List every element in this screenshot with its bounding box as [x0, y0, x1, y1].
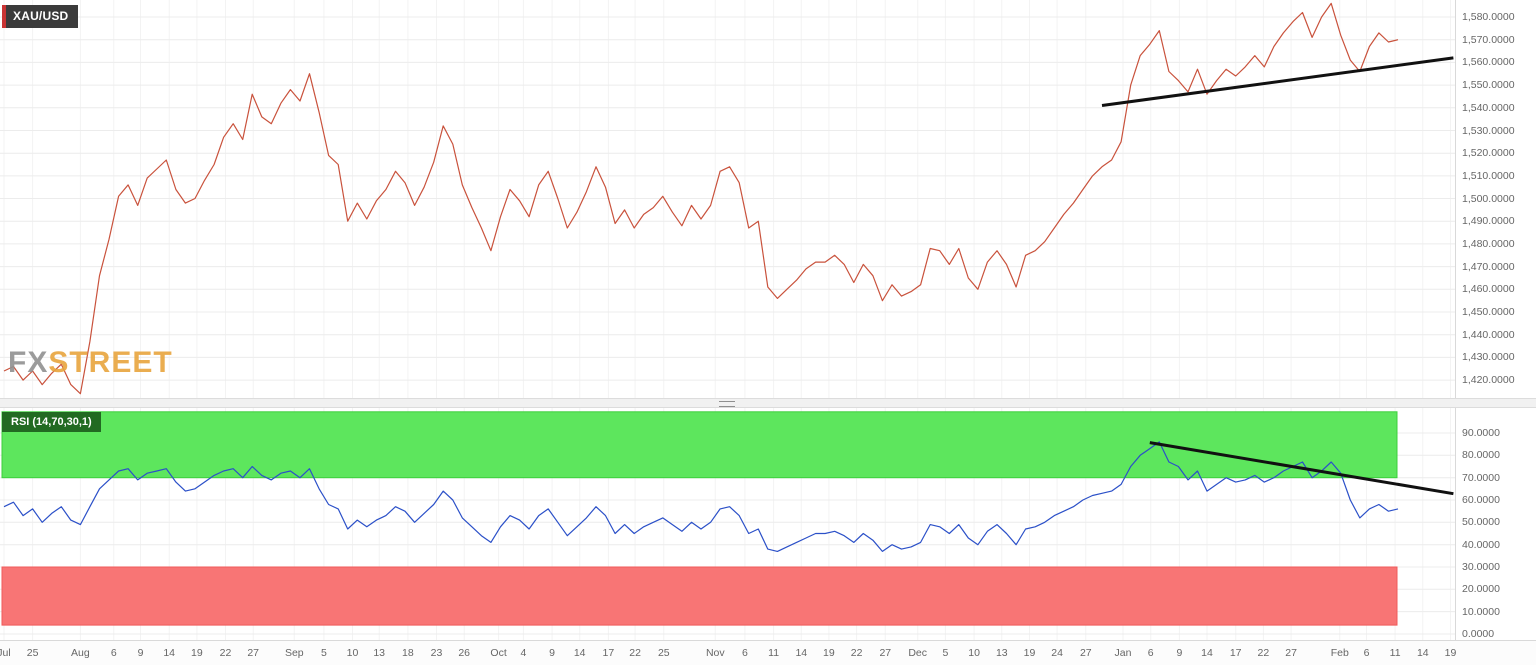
x-axis-tick-label: 9 — [549, 647, 556, 659]
y-axis-tick-label: 60.0000 — [1462, 494, 1500, 506]
y-axis-tick-label: 10.0000 — [1462, 605, 1500, 618]
x-axis-tick-label: 17 — [602, 647, 615, 659]
oversold-zone — [1, 566, 1398, 626]
rsi-line — [3, 441, 1399, 552]
x-axis-tick-label: 27 — [1079, 647, 1092, 659]
x-axis-tick-label: 17 — [1229, 647, 1242, 659]
y-axis-tick-label: 50.0000 — [1462, 516, 1500, 529]
x-axis-tick-label: Sep — [284, 647, 304, 659]
fxstreet-watermark: FXSTREET — [8, 346, 173, 380]
y-axis-tick-label: 1,490.0000 — [1462, 215, 1515, 228]
y-axis-tick-label: 80.0000 — [1462, 449, 1500, 462]
y-axis-tick-label: 1,580.0000 — [1462, 11, 1515, 23]
x-axis-tick-label: 9 — [1176, 647, 1183, 659]
x-axis-tick-label: 14 — [795, 647, 808, 659]
rsi-panel: 90.0000 80.0000 70.0000 60.0000 50.0000 40.00… — [0, 408, 1536, 640]
rsi-y-axis[interactable]: 90.0000 80.0000 70.0000 60.0000 50.0000 40.00… — [1455, 408, 1536, 640]
x-axis-tick-label: 4 — [520, 647, 527, 659]
y-axis-tick-label: 1,530.0000 — [1462, 124, 1515, 137]
x-axis-tick-label: 9 — [137, 647, 144, 659]
y-axis-tick-label: 30.0000 — [1462, 561, 1500, 573]
y-axis-tick-label: 1,510.0000 — [1462, 169, 1515, 182]
x-axis-tick-label: 14 — [573, 647, 586, 659]
symbol-badge: XAU/USD — [2, 5, 79, 28]
y-axis-tick-label: 0.0000 — [1462, 628, 1495, 640]
x-axis-tick-label: 13 — [373, 647, 386, 659]
x-axis-tick-label: 19 — [1444, 647, 1457, 659]
y-axis-tick-label: 90.0000 — [1462, 427, 1500, 439]
y-axis-tick-label: 1,480.0000 — [1462, 237, 1515, 250]
x-axis-tick-label: 13 — [995, 647, 1008, 659]
rsi-indicator-label: RSI (14,70,30,1) — [11, 416, 92, 428]
x-axis-tick-label: 11 — [768, 647, 780, 659]
divider-drag-handle[interactable] — [719, 401, 735, 407]
x-axis-tick-label: 6 — [110, 647, 117, 659]
panel-divider — [0, 398, 1536, 408]
x-axis-tick-label: 27 — [247, 647, 260, 659]
x-axis-tick-label: 6 — [741, 647, 748, 659]
x-axis-tick-label: 18 — [402, 647, 414, 659]
price-panel: 1,580.0000 1,570.0000 1,560.0000 1,550.0000… — [0, 0, 1536, 398]
x-axis-tick-label: Oct — [490, 647, 507, 659]
watermark-street-text: STREET — [48, 346, 173, 379]
price-y-axis[interactable]: 1,580.0000 1,570.0000 1,560.0000 1,550.0000… — [1455, 0, 1536, 398]
x-axis-tick-label: 27 — [1285, 647, 1297, 659]
y-axis-tick-label: 1,460.0000 — [1462, 283, 1515, 296]
x-axis-tick-label: 11 — [1389, 647, 1401, 659]
x-axis-tick-label: 5 — [942, 647, 949, 659]
y-axis-tick-label: 1,500.0000 — [1462, 192, 1515, 205]
y-axis-tick-label: 1,440.0000 — [1462, 328, 1515, 341]
x-axis-tick-label: Nov — [705, 647, 725, 659]
x-axis-tick-label: 19 — [1023, 647, 1036, 659]
x-axis-tick-label: Feb — [1330, 647, 1349, 659]
rsi-indicator-badge[interactable]: RSI (14,70,30,1) — [2, 412, 101, 432]
time-axis[interactable]: Jul 25 Aug 6 9 14 19 22 27 Sep 5 10 13 18 23 26 Oct 4 9 14 1… — [0, 640, 1536, 665]
y-axis-tick-label: 1,420.0000 — [1462, 374, 1515, 387]
y-axis-tick-label: 1,450.0000 — [1462, 306, 1515, 318]
x-axis-tick-label: 6 — [1363, 647, 1370, 659]
x-axis-tick-label: 22 — [219, 647, 232, 659]
overbought-zone — [1, 411, 1398, 479]
x-axis-tick-label: 24 — [1051, 647, 1063, 659]
y-axis-tick-label: 1,430.0000 — [1462, 351, 1515, 364]
x-axis-tick-label: Jul — [0, 647, 11, 659]
y-axis-tick-label: 1,550.0000 — [1462, 79, 1515, 92]
x-axis-tick-label: 22 — [1257, 647, 1270, 659]
x-axis-tick-label: 25 — [657, 647, 670, 659]
x-axis-tick-label: Jan — [1114, 647, 1132, 659]
x-axis-tick-label: 6 — [1147, 647, 1154, 659]
x-axis-tick-label: 23 — [430, 647, 443, 659]
y-axis-tick-label: 1,560.0000 — [1462, 56, 1515, 69]
descending-rsi-trendline — [1149, 441, 1454, 496]
price-plot[interactable] — [0, 0, 1455, 398]
ascending-support-trendline — [1101, 56, 1454, 107]
x-axis-tick-label: 10 — [346, 647, 359, 659]
x-axis-tick-label: 19 — [191, 647, 203, 659]
x-axis-tick-label: Aug — [71, 647, 90, 659]
y-axis-tick-label: 20.0000 — [1462, 583, 1500, 596]
y-axis-tick-label: 1,520.0000 — [1462, 147, 1515, 160]
x-axis-tick-label: 10 — [968, 647, 980, 659]
x-axis-tick-label: 14 — [163, 647, 176, 659]
x-axis-tick-label: 25 — [26, 647, 39, 659]
x-axis-tick-label: 22 — [629, 647, 641, 659]
y-axis-tick-label: 1,470.0000 — [1462, 260, 1515, 273]
x-axis-tick-label: 5 — [320, 647, 327, 659]
x-axis-tick-label: 22 — [850, 647, 863, 659]
y-axis-tick-label: 70.0000 — [1462, 471, 1500, 484]
y-axis-tick-label: 40.0000 — [1462, 538, 1500, 551]
rsi-plot[interactable] — [0, 408, 1455, 640]
x-axis-tick-label: 14 — [1416, 647, 1429, 659]
x-axis-tick-label: 19 — [823, 647, 835, 659]
watermark-fx-text: FX — [8, 346, 49, 379]
y-axis-tick-label: 1,570.0000 — [1462, 33, 1515, 46]
x-axis-tick-label: 26 — [458, 647, 471, 659]
x-axis-tick-label: 14 — [1201, 647, 1213, 659]
symbol-label: XAU/USD — [13, 9, 69, 23]
y-axis-tick-label: 1,540.0000 — [1462, 101, 1515, 114]
x-axis-tick-label: 27 — [879, 647, 892, 659]
x-axis-tick-label: Dec — [908, 647, 928, 659]
price-line — [3, 2, 1399, 395]
